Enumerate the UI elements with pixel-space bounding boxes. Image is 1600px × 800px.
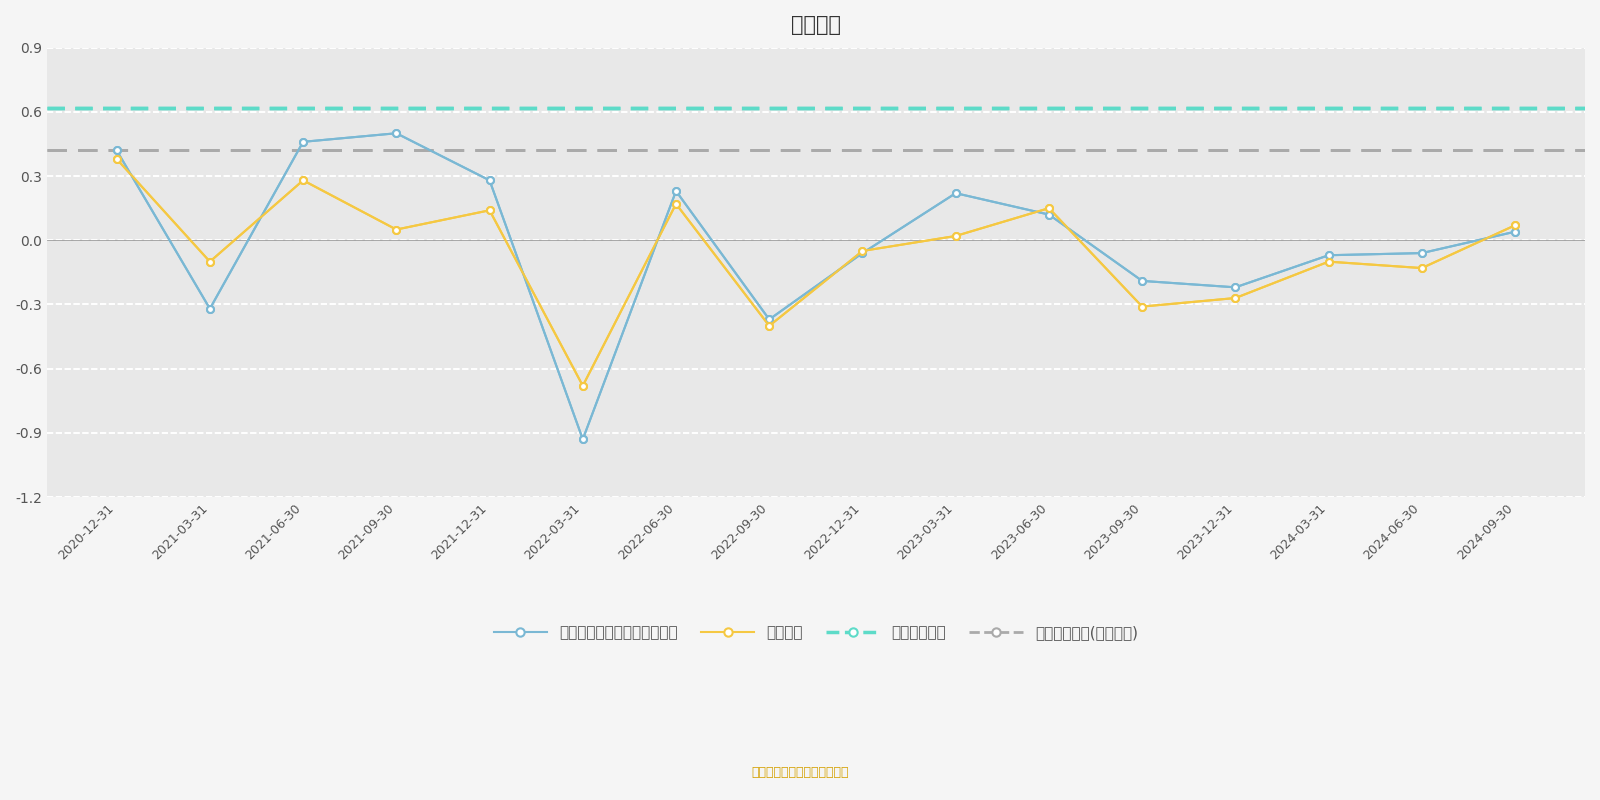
Legend: 中邮未来新蓝筹灵活配置混合, 同类平均, 五年夏普比率, 五年夏普比率(同类均值): 中邮未来新蓝筹灵活配置混合, 同类平均, 五年夏普比率, 五年夏普比率(同类均值… xyxy=(488,619,1144,646)
Text: 制图数据来自恒生聚源数据库: 制图数据来自恒生聚源数据库 xyxy=(752,766,848,779)
Title: 夏普比率: 夏普比率 xyxy=(790,15,842,35)
